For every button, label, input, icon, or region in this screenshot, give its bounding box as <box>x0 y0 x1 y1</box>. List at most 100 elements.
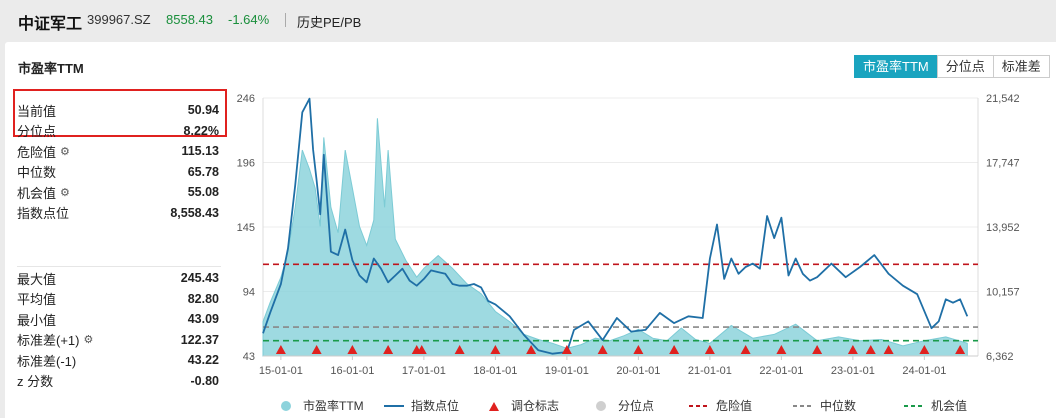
rebalance-marker <box>883 345 894 354</box>
header-bar: 中证军工 399967.SZ 8558.43 -1.64% 历史PE/PB <box>0 0 1056 40</box>
x-tick-label: 22-01-01 <box>759 365 803 377</box>
stat-value: 8,558.43 <box>170 205 219 220</box>
stat-row: 分位点 8.22% <box>17 121 219 142</box>
legend-item[interactable]: 市盈率TTM <box>275 397 364 414</box>
tab-0[interactable]: 市盈率TTM <box>854 55 938 78</box>
x-tick-label: 20-01-01 <box>616 365 660 377</box>
y-right-tick-label: 17,747 <box>986 158 1020 170</box>
gear-icon[interactable]: ⚙ <box>60 186 70 199</box>
stat-label-text: 分位点 <box>17 124 57 140</box>
legend-label: 调仓标志 <box>511 399 560 413</box>
tab-2[interactable]: 标准差 <box>992 55 1050 78</box>
index-code: 399967.SZ <box>87 12 151 27</box>
stat-value: -0.80 <box>190 373 220 388</box>
legend-item[interactable]: 危险值 <box>688 397 752 414</box>
stat-label: 当前值 <box>17 101 56 120</box>
rebalance-marker <box>669 345 680 354</box>
rebalance-marker <box>383 345 394 354</box>
stat-label-text: 标准差(-1) <box>17 353 77 369</box>
legend-label: 危险值 <box>716 399 753 413</box>
rebalance-marker <box>311 345 322 354</box>
dashed-line-icon <box>904 404 924 407</box>
legend-item[interactable]: 中位数 <box>792 397 856 414</box>
stat-label: 最大值 <box>17 269 56 288</box>
y-left-tick-label: 196 <box>237 158 255 170</box>
legend-label: 机会值 <box>931 399 968 413</box>
rebalance-marker <box>740 345 751 354</box>
rebalance-marker <box>955 345 966 354</box>
stat-label-text: 最小值 <box>17 312 57 328</box>
x-tick-label: 18-01-01 <box>473 365 517 377</box>
stat-label-text: 标准差(+1) <box>17 333 80 349</box>
x-tick-label: 17-01-01 <box>402 365 446 377</box>
legend-item[interactable]: 指数点位 <box>383 397 459 414</box>
stat-value: 50.94 <box>187 103 219 118</box>
index-change: -1.64% <box>228 12 270 27</box>
x-tick-label: 24-01-01 <box>902 365 946 377</box>
legend-label: 中位数 <box>820 399 857 413</box>
history-pe-pb-link[interactable]: 历史PE/PB <box>297 15 362 30</box>
circle-icon <box>281 400 291 411</box>
pe-chart[interactable]: 246 21,542 196 17,747 145 13,952 94 10,157 43 6,3… <box>5 42 1055 382</box>
rebalance-marker <box>597 345 608 354</box>
stat-label-text: 平均值 <box>17 292 57 308</box>
legend-label: 市盈率TTM <box>303 399 364 413</box>
line-icon <box>384 404 404 407</box>
rebalance-marker <box>416 345 427 354</box>
stat-row: 最小值 43.09 <box>17 309 219 330</box>
panel-title: 市盈率TTM <box>18 61 84 76</box>
y-left-tick-label: 43 <box>243 351 255 363</box>
metric-tabs: 市盈率TTM 分位点 标准差 <box>854 55 1050 78</box>
gear-icon[interactable]: ⚙ <box>83 334 94 347</box>
dashed-line-icon <box>689 404 709 407</box>
stat-row: 中位数 65.78 <box>17 162 219 183</box>
stat-label: 最小值 <box>17 310 56 329</box>
stat-label: 标准差(+1) ⚙ <box>17 330 93 349</box>
stat-value: 65.78 <box>187 164 219 179</box>
rebalance-marker <box>812 345 823 354</box>
stat-row: 标准差(+1) ⚙ 122.37 <box>17 330 219 351</box>
index-name: 中证军工 <box>18 16 83 33</box>
rebalance-marker <box>633 345 644 354</box>
x-tick-label: 23-01-01 <box>831 365 875 377</box>
y-right-tick-label: 21,542 <box>986 93 1020 105</box>
stat-label: z 分数 <box>17 371 53 390</box>
legend-item[interactable]: 分位点 <box>590 397 654 414</box>
header-divider <box>285 13 286 27</box>
x-tick-label: 16-01-01 <box>330 365 374 377</box>
stat-row: 最大值 245.43 <box>17 268 219 289</box>
gear-icon[interactable]: ⚙ <box>60 145 70 158</box>
rebalance-marker <box>490 345 501 354</box>
triangle-icon <box>489 401 499 411</box>
stat-label: 标准差(-1) <box>17 351 76 370</box>
legend-label: 分位点 <box>618 399 655 413</box>
stat-row: 平均值 82.80 <box>17 289 219 310</box>
x-tick-label: 21-01-01 <box>688 365 732 377</box>
stat-label-text: 当前值 <box>17 103 57 119</box>
rebalance-marker <box>847 345 858 354</box>
legend-item[interactable]: 机会值 <box>903 397 967 414</box>
stat-value: 115.13 <box>181 144 219 159</box>
legend-item[interactable]: 调仓标志 <box>483 397 559 414</box>
y-right-tick-label: 10,157 <box>986 287 1020 299</box>
stat-row: 危险值 ⚙ 115.13 <box>17 141 219 162</box>
rebalance-marker <box>275 345 286 354</box>
y-right-tick-label: 6,362 <box>986 351 1014 363</box>
stat-value: 43.22 <box>187 353 219 368</box>
stat-value: 8.22% <box>183 123 219 138</box>
stat-label: 分位点 <box>17 121 56 140</box>
stat-row: 机会值 ⚙ 55.08 <box>17 182 219 203</box>
chart-legend: 市盈率TTM 指数点位 调仓标志 分位点 危险值 中位数 机会值 <box>275 397 975 418</box>
index-price: 8558.43 <box>166 12 213 27</box>
rebalance-marker <box>526 345 537 354</box>
legend-label: 指数点位 <box>411 399 460 413</box>
x-tick-label: 19-01-01 <box>545 365 589 377</box>
stat-label-text: 机会值 <box>17 185 57 201</box>
stat-row: 当前值 50.94 <box>17 100 219 121</box>
tab-1[interactable]: 分位点 <box>936 55 994 78</box>
stat-label-text: 中位数 <box>17 165 57 181</box>
stat-value: 122.37 <box>180 332 219 347</box>
rebalance-marker <box>919 345 930 354</box>
stat-value: 245.43 <box>180 271 219 286</box>
rebalance-marker <box>561 345 572 354</box>
